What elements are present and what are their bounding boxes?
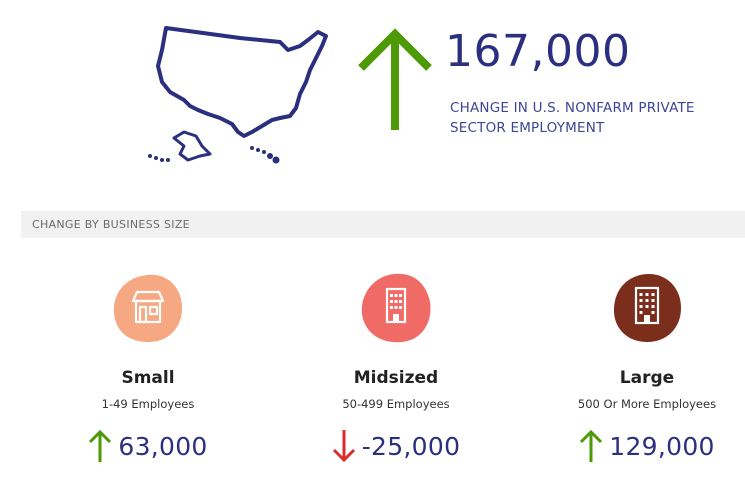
size-change-value: 129,000 <box>609 431 715 461</box>
storefront-icon <box>131 290 165 324</box>
business-size-midsized: Midsized 50-499 Employees -25,000 <box>281 272 511 463</box>
section-title: CHANGE BY BUSINESS SIZE <box>32 218 190 231</box>
size-range: 1-49 Employees <box>101 397 195 411</box>
total-employment-caption: CHANGE IN U.S. NONFARM PRIVATE SECTOR EM… <box>450 100 695 136</box>
arrow-down-icon <box>332 430 355 463</box>
size-change: 129,000 <box>532 429 745 463</box>
size-name: Midsized <box>353 368 439 388</box>
size-change: 63,000 <box>33 429 263 463</box>
size-range: 50-499 Employees <box>342 397 450 411</box>
arrow-up-icon <box>358 28 432 130</box>
arrow-up-icon <box>89 429 112 462</box>
us-map-icon <box>148 26 328 164</box>
section-header: CHANGE BY BUSINESS SIZE <box>21 211 745 238</box>
size-change: -25,000 <box>281 429 511 463</box>
headline-section: 167,000 CHANGE IN U.S. NONFARM PRIVATE S… <box>0 0 745 200</box>
business-size-large: Large 500 Or More Employees 129,000 <box>532 272 745 463</box>
large-icon-badge <box>611 272 683 344</box>
business-size-small: Small 1-49 Employees 63,000 <box>33 272 263 463</box>
midsized-icon-badge <box>360 272 432 344</box>
size-range: 500 Or More Employees <box>577 397 717 411</box>
size-name: Large <box>619 368 675 388</box>
size-change-value: -25,000 <box>361 431 461 461</box>
small-icon-badge <box>112 272 184 344</box>
total-employment-change: 167,000 <box>445 26 631 77</box>
size-name: Small <box>121 368 175 388</box>
size-change-value: 63,000 <box>118 431 208 461</box>
arrow-up-icon <box>580 429 603 462</box>
